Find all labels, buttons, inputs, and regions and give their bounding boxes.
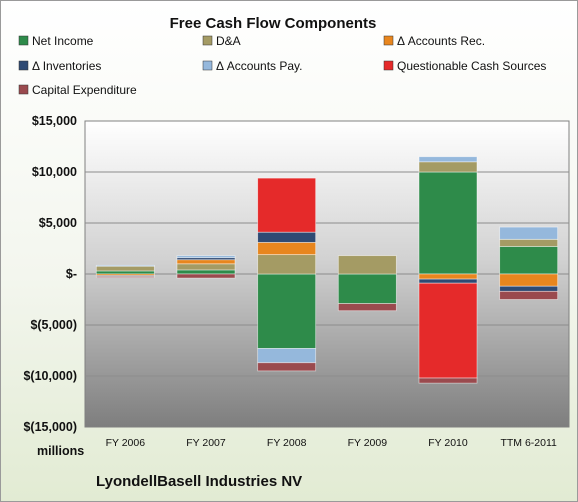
bar-segment-net-income bbox=[337, 273, 397, 304]
bar-segment-questionable-cash-sources bbox=[257, 177, 317, 233]
x-tick-label: FY 2006 bbox=[106, 437, 146, 449]
bar-segment-capital-expenditure bbox=[257, 362, 317, 372]
bar-segment-capital-expenditure bbox=[337, 303, 397, 312]
legend-label-inventories: Δ Inventories bbox=[32, 59, 101, 73]
bar-segment-d-a bbox=[499, 238, 559, 247]
bar-segment-inventories bbox=[418, 278, 478, 284]
bar-segment-capital-expenditure bbox=[176, 273, 236, 279]
y-tick-label: $15,000 bbox=[32, 114, 77, 128]
y-tick-label: $(10,000) bbox=[23, 369, 77, 383]
x-tick-label: FY 2010 bbox=[428, 437, 468, 449]
bar-segment-questionable-cash-sources bbox=[418, 282, 478, 379]
legend-label-questionable-cash-sources: Questionable Cash Sources bbox=[397, 59, 546, 73]
legend-label-accounts-pay: Δ Accounts Pay. bbox=[216, 59, 303, 73]
bar-segment-accounts-pay bbox=[418, 156, 478, 163]
bar-segment-capital-expenditure bbox=[418, 377, 478, 384]
bar-segment-net-income bbox=[95, 270, 155, 275]
x-tick-label: FY 2008 bbox=[267, 437, 307, 449]
bar-segment-accounts-pay bbox=[95, 264, 155, 267]
legend-swatch-net-income bbox=[18, 35, 29, 46]
bar-segment-accounts-rec bbox=[499, 273, 559, 287]
legend: Net Income D&A Δ Accounts Rec. Δ Inventorie… bbox=[18, 34, 546, 97]
bar-segment-d-a bbox=[337, 255, 397, 275]
bar-segment-accounts-rec bbox=[176, 259, 236, 265]
chart-title: Free Cash Flow Components bbox=[170, 15, 377, 32]
bar-segment-accounts-rec bbox=[257, 241, 317, 256]
legend-swatch-capital-expenditure bbox=[18, 84, 29, 95]
legend-swatch-accounts-pay bbox=[202, 60, 213, 71]
bar-segment-accounts-pay bbox=[257, 348, 317, 364]
y-tick-label: $(15,000) bbox=[23, 420, 77, 434]
legend-swatch-d-a bbox=[202, 35, 213, 46]
company-name: LyondellBasell Industries NV bbox=[96, 473, 302, 490]
legend-swatch-questionable-cash-sources bbox=[383, 60, 394, 71]
x-axis: FY 2006 FY 2007 FY 2008 FY 2009 FY 2010 TTM 6… bbox=[106, 437, 557, 449]
bar-segment-capital-expenditure bbox=[499, 290, 559, 300]
bar-segment-d-a bbox=[176, 263, 236, 271]
bar-segment-inventories bbox=[499, 285, 559, 292]
gridlines bbox=[85, 171, 569, 377]
bars bbox=[95, 156, 559, 384]
bar-segment-net-income bbox=[176, 269, 236, 275]
y-tick-label: $- bbox=[66, 267, 77, 281]
x-tick-label: FY 2009 bbox=[348, 437, 388, 449]
bar-segment-net-income bbox=[257, 273, 317, 349]
bar-segment-accounts-pay bbox=[499, 226, 559, 240]
legend-swatch-inventories bbox=[18, 60, 29, 71]
legend-label-net-income: Net Income bbox=[32, 34, 94, 48]
legend-swatch-accounts-rec bbox=[383, 35, 394, 46]
bar-segment-d-a bbox=[418, 161, 478, 173]
x-tick-label: FY 2007 bbox=[186, 437, 226, 449]
legend-label-capital-expenditure: Capital Expenditure bbox=[32, 83, 137, 97]
bar-segment-accounts-rec bbox=[418, 273, 478, 280]
bar-segment-inventories bbox=[257, 231, 317, 243]
y-tick-label: $5,000 bbox=[39, 216, 77, 230]
y-tick-label: $10,000 bbox=[32, 165, 77, 179]
units-label: millions bbox=[37, 444, 84, 458]
bar-segment-d-a bbox=[257, 254, 317, 275]
bar-segment-capital-expenditure bbox=[95, 276, 155, 278]
y-axis: $15,000 $10,000 $5,000 $- $(5,000) $(10,000) $… bbox=[23, 114, 77, 434]
x-tick-label: TTM 6-2011 bbox=[500, 437, 557, 449]
legend-label-accounts-rec: Δ Accounts Rec. bbox=[397, 34, 485, 48]
bar-segment-net-income bbox=[499, 246, 559, 275]
legend-label-d-a: D&A bbox=[216, 34, 241, 48]
bar-segment-accounts-pay bbox=[176, 255, 236, 259]
bar-segment-net-income bbox=[418, 171, 478, 275]
y-tick-label: $(5,000) bbox=[30, 318, 77, 332]
